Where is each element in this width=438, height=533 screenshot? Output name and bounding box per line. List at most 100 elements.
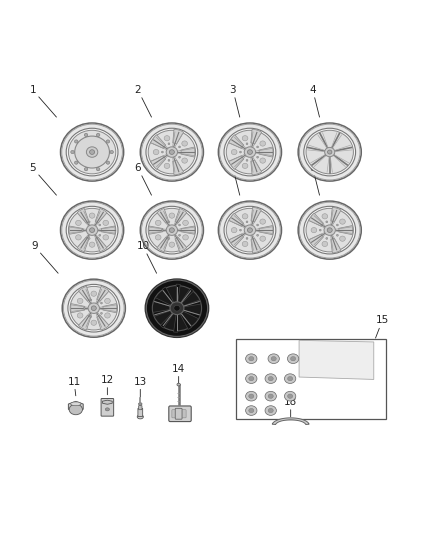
Wedge shape [77,237,89,252]
Ellipse shape [105,313,110,318]
Ellipse shape [268,376,273,381]
FancyBboxPatch shape [172,410,186,418]
Ellipse shape [244,225,256,236]
Wedge shape [173,308,178,332]
Circle shape [168,143,170,145]
Ellipse shape [242,163,248,168]
Text: 14: 14 [172,364,185,384]
Ellipse shape [70,286,117,330]
Ellipse shape [146,206,198,254]
Ellipse shape [244,147,256,157]
Ellipse shape [246,354,257,364]
Ellipse shape [290,357,296,361]
Circle shape [99,224,101,226]
Circle shape [83,307,85,309]
Text: 5: 5 [29,163,57,195]
Wedge shape [229,213,244,227]
Ellipse shape [304,128,356,176]
Polygon shape [102,400,112,404]
Ellipse shape [68,208,116,252]
Wedge shape [77,208,89,223]
Ellipse shape [219,123,282,181]
Ellipse shape [260,219,265,224]
Ellipse shape [288,376,293,381]
Circle shape [99,235,101,236]
Ellipse shape [268,354,279,364]
Wedge shape [229,234,244,247]
Ellipse shape [140,123,203,181]
Wedge shape [251,160,261,175]
Ellipse shape [66,206,118,254]
Text: 1: 1 [29,85,57,117]
Wedge shape [103,304,117,313]
Ellipse shape [106,140,110,143]
Text: 12: 12 [101,375,114,395]
Wedge shape [251,129,261,144]
Wedge shape [251,207,261,222]
Ellipse shape [247,150,252,155]
Text: 13: 13 [134,377,147,397]
Ellipse shape [182,141,187,146]
Circle shape [88,221,90,223]
Ellipse shape [170,302,184,314]
Ellipse shape [138,403,142,405]
Ellipse shape [183,220,188,225]
Ellipse shape [247,228,252,232]
Ellipse shape [105,408,110,411]
Wedge shape [162,287,177,308]
Ellipse shape [284,391,296,401]
Circle shape [162,229,163,231]
Ellipse shape [169,242,175,247]
Ellipse shape [324,225,336,236]
Ellipse shape [76,220,81,225]
Circle shape [246,238,248,239]
Ellipse shape [246,374,257,383]
Wedge shape [97,286,109,301]
Ellipse shape [322,214,328,219]
Circle shape [81,229,84,231]
Circle shape [179,235,180,236]
Ellipse shape [62,279,125,337]
Ellipse shape [231,149,237,155]
Ellipse shape [74,161,78,164]
Circle shape [240,229,241,231]
Circle shape [246,159,248,161]
Circle shape [179,224,180,226]
Wedge shape [339,225,353,235]
Wedge shape [157,208,169,223]
Ellipse shape [89,213,95,218]
Ellipse shape [287,354,299,364]
Wedge shape [331,207,341,222]
Circle shape [168,159,170,161]
Wedge shape [175,208,187,223]
Circle shape [179,156,180,158]
Wedge shape [95,237,107,252]
Circle shape [168,221,170,223]
Ellipse shape [260,236,265,241]
Ellipse shape [242,241,248,247]
Wedge shape [71,304,85,313]
Ellipse shape [170,228,174,232]
Circle shape [319,229,321,231]
Circle shape [336,235,338,236]
Ellipse shape [339,236,345,241]
Ellipse shape [88,303,99,313]
Ellipse shape [91,291,97,296]
Circle shape [90,316,92,318]
Ellipse shape [284,374,296,383]
Ellipse shape [169,213,175,218]
Ellipse shape [89,228,95,232]
Wedge shape [181,226,195,235]
Wedge shape [177,308,200,319]
Ellipse shape [96,167,100,171]
Ellipse shape [140,201,203,259]
Wedge shape [173,129,184,144]
Ellipse shape [164,135,170,141]
Ellipse shape [246,391,257,401]
Polygon shape [272,418,309,424]
Ellipse shape [224,206,276,254]
Circle shape [246,221,248,223]
Text: 4: 4 [309,85,320,117]
Wedge shape [149,226,163,235]
Wedge shape [173,160,184,175]
